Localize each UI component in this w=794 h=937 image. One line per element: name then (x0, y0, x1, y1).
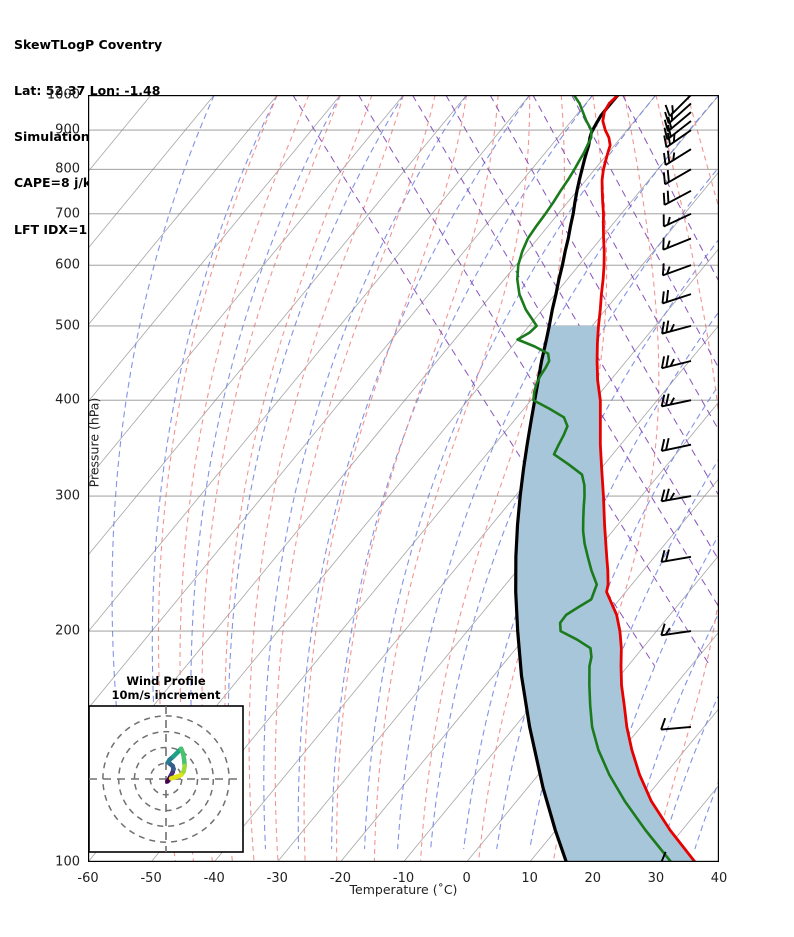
y-tick-700: 700 (55, 206, 80, 222)
y-tick-100: 100 (55, 854, 80, 870)
header-title: SkewTLogP Coventry (14, 36, 163, 52)
hodograph-title: Wind Profile 10m/s increment (89, 674, 243, 702)
y-tick-600: 600 (55, 257, 80, 273)
x-tick--40: -40 (203, 871, 225, 886)
hodograph-title-line1: Wind Profile (126, 674, 206, 688)
header-latlon: Lat: 52.37 Lon: -1.48 (14, 83, 161, 99)
y-tick-500: 500 (55, 318, 80, 334)
y-tick-400: 400 (55, 392, 80, 408)
y-tick-300: 300 (55, 488, 80, 504)
hodograph-title-line2: 10m/s increment (111, 687, 221, 702)
x-tick-20: 20 (584, 871, 602, 886)
y-tick-800: 800 (55, 161, 80, 177)
x-tick-0: 0 (462, 871, 471, 886)
y-tick-1000: 1000 (46, 87, 80, 103)
x-tick--60: -60 (77, 871, 99, 886)
x-tick--10: -10 (392, 871, 415, 886)
x-tick-10: 10 (521, 871, 538, 886)
y-axis-label: Pressure (hPa) (86, 397, 102, 488)
x-axis-label: Temperature (˚C) (349, 882, 458, 897)
y-tick-200: 200 (55, 623, 80, 639)
plot-area: Pressure (hPa) Temperature (˚C) 100 200 30… (47, 88, 727, 898)
y-tick-900: 900 (55, 122, 80, 138)
skewt-canvas (88, 95, 719, 862)
x-tick--20: -20 (329, 871, 352, 886)
x-tick--50: -50 (140, 871, 162, 886)
x-tick-40: 40 (710, 871, 728, 886)
x-tick--30: -30 (266, 871, 288, 886)
x-tick-30: 30 (647, 871, 665, 886)
